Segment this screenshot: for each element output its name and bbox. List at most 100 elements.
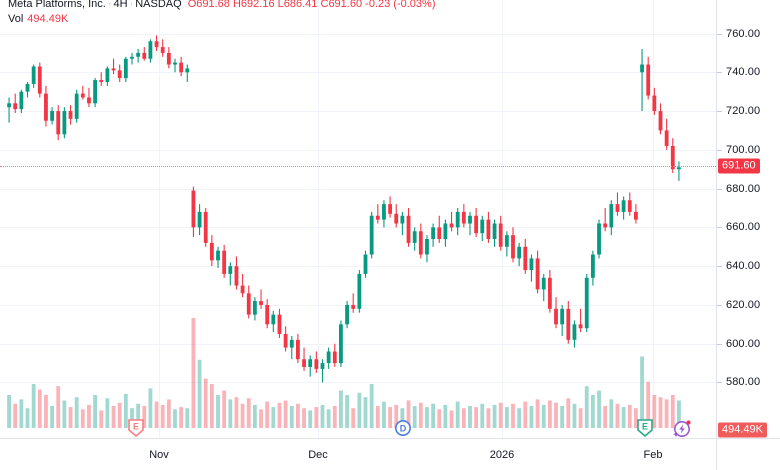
candle-body xyxy=(541,277,546,290)
volume-bar xyxy=(603,406,608,428)
grid-line-horizontal xyxy=(0,149,716,151)
candle-body xyxy=(449,223,454,228)
candle-body xyxy=(425,239,429,255)
volume-bar xyxy=(234,397,239,428)
price-axis[interactable]: 760.00 740.00 720.00 700.00 680.00 660.00 640.… xyxy=(716,0,780,438)
candle-body xyxy=(326,351,331,364)
volume-bar xyxy=(160,404,165,428)
volume-bar xyxy=(228,399,233,428)
candle-body xyxy=(19,91,24,110)
grid-line-horizontal xyxy=(0,382,716,384)
candle-body xyxy=(99,80,104,82)
time-axis[interactable]: Nov Dec 2026 Feb xyxy=(0,438,716,470)
candle-body xyxy=(603,223,608,228)
candle-body xyxy=(412,231,417,243)
candle-body xyxy=(160,47,165,53)
candle-body xyxy=(670,145,675,170)
volume-bar xyxy=(504,407,509,428)
price-axis-tick xyxy=(716,227,722,229)
candle-body xyxy=(93,80,98,104)
volume-bar xyxy=(640,356,644,428)
volume-bar xyxy=(492,404,497,428)
candle-body xyxy=(68,111,73,119)
volume-bar xyxy=(203,378,208,428)
volume-bar xyxy=(590,395,595,428)
candle-body xyxy=(369,215,374,255)
volume-bar xyxy=(222,390,227,428)
grid-line-vertical xyxy=(318,0,319,438)
ai-insight-marker[interactable] xyxy=(672,418,692,438)
volume-bar xyxy=(388,407,392,428)
svg-text:D: D xyxy=(400,423,407,433)
candle-body xyxy=(523,246,528,271)
volume-bar xyxy=(677,400,681,428)
last-price-badge[interactable]: 691.60 xyxy=(718,158,760,174)
volume-bar xyxy=(535,399,540,428)
candle-body xyxy=(547,277,552,309)
volume-bar xyxy=(658,397,663,428)
candle-body xyxy=(658,111,663,131)
volume-bar xyxy=(296,403,300,428)
volume-series xyxy=(7,318,681,428)
candle-body xyxy=(203,211,208,243)
price-axis-tick xyxy=(716,343,722,345)
candle-body xyxy=(123,58,128,79)
volume-bar xyxy=(179,407,184,428)
price-axis-label: 640.00 xyxy=(726,260,761,273)
chart-plot-area[interactable] xyxy=(0,0,716,438)
volume-bar xyxy=(332,406,337,428)
volume-bar xyxy=(68,407,73,428)
volume-bar xyxy=(529,406,534,428)
volume-bar xyxy=(7,395,11,428)
candle-body xyxy=(130,56,134,59)
price-axis-tick xyxy=(716,266,722,268)
candle-body xyxy=(308,359,313,367)
dividend-marker[interactable]: D xyxy=(394,419,412,437)
volume-bar xyxy=(246,398,251,428)
price-axis-label: 700.00 xyxy=(726,143,761,156)
candle-body xyxy=(209,242,214,261)
volume-bar xyxy=(547,400,552,428)
volume-bar xyxy=(320,404,325,428)
last-volume-badge[interactable]: 494.49K xyxy=(718,422,767,438)
candle-body xyxy=(492,223,497,240)
earnings-marker-beat[interactable]: E xyxy=(636,418,654,438)
candle-body xyxy=(302,359,306,367)
volume-bar xyxy=(517,408,522,428)
candle-body xyxy=(455,211,460,228)
price-axis-divider xyxy=(716,0,717,470)
volume-bar xyxy=(382,401,386,428)
volume-bar xyxy=(154,401,159,428)
earnings-marker-miss[interactable]: E xyxy=(127,418,145,438)
candle-body xyxy=(511,235,515,259)
price-axis-label: 720.00 xyxy=(726,105,761,118)
candle-body xyxy=(234,266,239,286)
candle-body xyxy=(277,314,282,335)
grid-line-horizontal xyxy=(0,33,716,35)
volume-bar xyxy=(541,404,546,428)
price-axis-tick xyxy=(716,188,722,190)
candle-body xyxy=(240,285,245,294)
volume-bar xyxy=(375,406,380,428)
candle-body xyxy=(363,254,368,274)
candle-body xyxy=(461,211,466,224)
candle-body xyxy=(677,167,681,170)
candle-body xyxy=(44,93,48,121)
candle-body xyxy=(191,190,196,228)
candle-body xyxy=(265,304,270,325)
svg-text:E: E xyxy=(642,422,648,432)
volume-bar xyxy=(216,395,220,428)
candle-body xyxy=(166,52,171,65)
candle-body xyxy=(13,103,18,110)
candle-body xyxy=(400,215,405,224)
volume-bar xyxy=(31,384,36,428)
volume-bar xyxy=(252,404,257,428)
volume-bar xyxy=(443,404,448,428)
price-axis-tick xyxy=(716,304,722,306)
candle-body xyxy=(283,334,288,348)
candle-body xyxy=(634,211,638,220)
volume-bar xyxy=(308,410,313,428)
volume-bar xyxy=(13,403,18,428)
grid-line-horizontal xyxy=(0,72,716,74)
volume-bar xyxy=(468,406,472,428)
